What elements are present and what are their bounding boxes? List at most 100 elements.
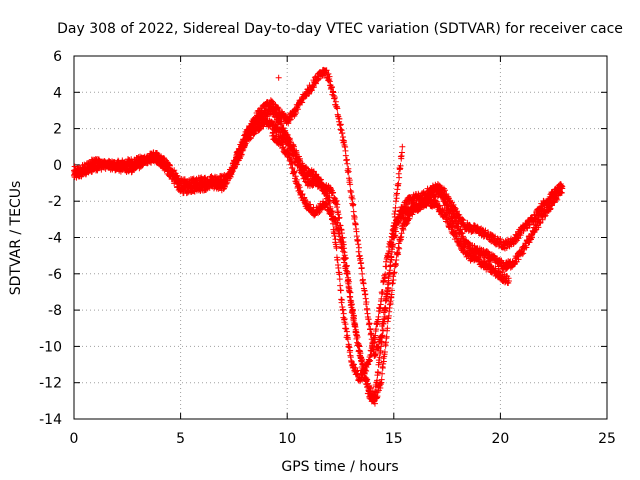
- sample-point-track-d: [389, 287, 396, 294]
- sample-point-track-c: [378, 332, 385, 339]
- sample-point-track-b: [447, 207, 454, 214]
- sample-point-track-a: [309, 182, 316, 189]
- sample-point-track-a: [336, 214, 343, 221]
- chart-title: Day 308 of 2022, Sidereal Day-to-day VTE…: [57, 21, 623, 37]
- sample-point-track-d: [400, 226, 407, 233]
- sample-point-track-d: [387, 300, 394, 307]
- sample-point-track-d: [292, 173, 299, 180]
- sample-point-track-c: [350, 201, 357, 208]
- axis-ticks: 0 5 10 15 20 25 -14 -12 -10 -8 -6 -4 -2 0 2 4 6: [39, 49, 616, 447]
- sample-point-track-d: [391, 269, 398, 276]
- data-point-track-c: [392, 198, 399, 205]
- sample-point-track-d: [364, 383, 371, 390]
- sample-point-track-d: [346, 285, 353, 292]
- sample-point-track-c: [365, 316, 372, 323]
- sample-point-track-d: [328, 208, 335, 215]
- sample-point-track-d: [393, 257, 400, 264]
- sample-point-track-a: [515, 235, 522, 242]
- sample-point-track-b: [366, 357, 373, 364]
- sample-point-track-b: [547, 205, 554, 212]
- sample-point-track-c: [375, 344, 382, 351]
- sample-point-track-c: [345, 168, 352, 175]
- sample-point-track-d: [349, 310, 356, 317]
- sample-point-track-b: [378, 295, 385, 302]
- sample-point-track-b: [136, 165, 143, 172]
- x-tick-label: 25: [598, 431, 616, 447]
- sample-point-track-b: [338, 297, 345, 304]
- sample-point-track-b: [336, 276, 343, 283]
- sample-point-track-c: [310, 84, 317, 91]
- sample-point-track-c: [355, 241, 362, 248]
- sample-point-track-a: [374, 377, 381, 384]
- sample-point-track-c: [368, 330, 375, 337]
- sample-point-track-d: [445, 217, 452, 224]
- sample-point-track-d: [398, 230, 405, 237]
- sample-point-track-c: [349, 195, 356, 202]
- sample-point-track-d: [449, 223, 456, 230]
- x-tick-label: 0: [70, 431, 79, 447]
- sample-point-track-a: [450, 201, 457, 208]
- sample-point-track-b: [343, 325, 350, 332]
- sample-point-track-b: [520, 250, 527, 257]
- sample-point-track-c: [366, 320, 373, 327]
- sample-point-track-c: [323, 67, 330, 74]
- sample-point-track-c: [325, 70, 332, 77]
- sample-point-track-d: [380, 358, 387, 365]
- sample-point-track-b: [515, 256, 522, 263]
- y-tick-label: -10: [39, 339, 62, 355]
- sample-point-track-b: [223, 181, 230, 188]
- sample-point-track-c: [362, 295, 369, 302]
- sample-point-track-c: [391, 220, 398, 227]
- sample-point-track-b: [383, 263, 390, 270]
- x-tick-label: 10: [278, 431, 296, 447]
- sample-point-track-d: [359, 361, 366, 368]
- sample-point-track-d: [348, 304, 355, 311]
- y-tick-label: -12: [39, 376, 62, 392]
- y-tick-label: 6: [53, 49, 62, 65]
- sample-point-track-a: [333, 197, 340, 204]
- sample-point-track-d: [339, 248, 346, 255]
- data-point-track-d: [335, 225, 342, 232]
- sample-point-track-b: [380, 278, 387, 285]
- sample-point-track-d: [389, 280, 396, 287]
- sample-point-track-b: [290, 143, 297, 150]
- x-tick-label: 15: [385, 431, 403, 447]
- sample-point-track-b: [454, 219, 461, 226]
- sample-point-track-d: [442, 211, 449, 218]
- sample-point-track-d: [344, 274, 351, 281]
- sample-point-track-c: [336, 115, 343, 122]
- sample-point-track-c: [359, 270, 366, 277]
- sample-point-track-a: [524, 225, 531, 232]
- y-tick-label: -6: [48, 267, 62, 283]
- sample-point-track-b: [395, 219, 402, 226]
- sample-point-track-c: [396, 174, 403, 181]
- sample-point-track-c: [351, 214, 358, 221]
- sample-point-track-b: [523, 244, 530, 251]
- sample-point-track-c: [331, 94, 338, 101]
- data-point-track-c: [399, 143, 406, 150]
- sample-point-track-b: [344, 336, 351, 343]
- sample-point-track-b: [375, 313, 382, 320]
- sample-point-track-c: [293, 109, 300, 116]
- sample-point-track-b: [333, 245, 340, 252]
- sample-point-track-d: [409, 211, 416, 218]
- sample-point-track-d: [390, 276, 397, 283]
- sample-point-track-c: [384, 290, 391, 297]
- sample-point-track-c: [332, 98, 339, 105]
- sample-point-track-d: [461, 243, 468, 250]
- y-tick-label: -8: [48, 303, 62, 319]
- sample-point-track-c: [387, 262, 394, 269]
- sample-point-track-d: [371, 400, 378, 407]
- sample-point-track-b: [278, 120, 285, 127]
- sample-point-track-d: [344, 270, 351, 277]
- sample-point-track-a: [381, 313, 388, 320]
- sample-point-track-d: [381, 348, 388, 355]
- sample-point-track-c: [315, 76, 322, 83]
- sample-point-track-b: [519, 251, 526, 258]
- sample-point-track-c: [388, 254, 395, 261]
- sample-point-track-d: [269, 129, 276, 136]
- sample-point-track-a: [376, 359, 383, 366]
- sample-point-track-d: [361, 369, 368, 376]
- sample-point-track-b: [341, 316, 348, 323]
